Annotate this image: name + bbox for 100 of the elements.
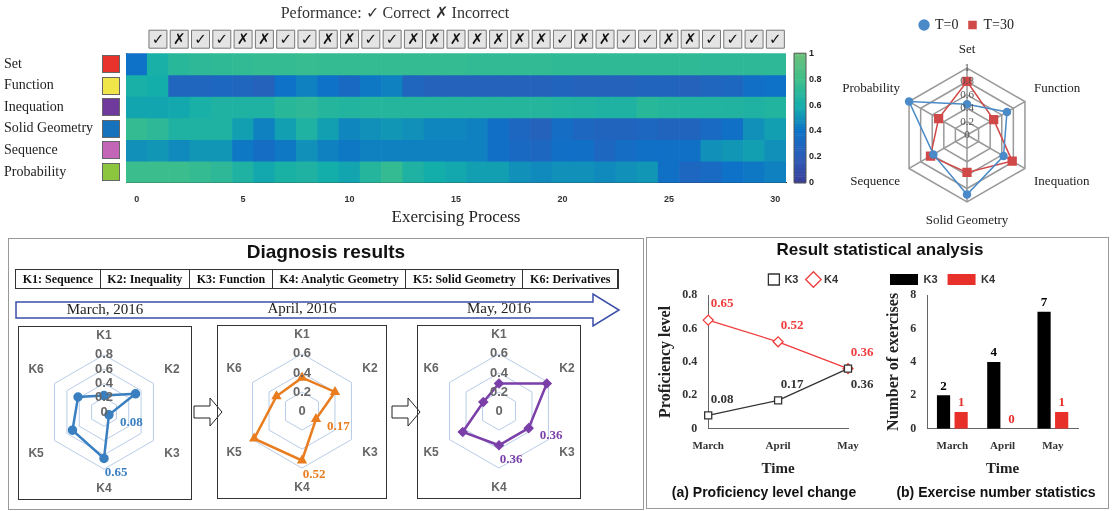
data-label: 1: [1058, 394, 1065, 410]
spoke-label: K2: [559, 361, 575, 376]
chart-title: March, 2016: [65, 301, 145, 318]
spoke-label: K5: [28, 446, 45, 461]
spoke-label: K2: [362, 361, 378, 376]
y-tick-label: 0.2: [292, 383, 312, 399]
text: ✗: [534, 30, 548, 49]
spoke-label: K6: [28, 362, 45, 377]
x-axis-title: Exercising Process: [391, 207, 521, 227]
color-bar-label: 0: [809, 177, 815, 188]
y-tick-label: Solid Geometry: [4, 120, 94, 136]
y-tick-label: Set: [4, 55, 22, 71]
chart-title: Result statistical analysis: [775, 240, 985, 260]
spoke-label: Inequation: [1034, 172, 1091, 188]
x-tick-label: March: [936, 439, 969, 452]
y-tick-label: Inequation: [4, 98, 64, 114]
y-tick-label: 0.6: [489, 345, 509, 361]
data-label: 0.65: [710, 295, 735, 311]
data-label: 0.52: [780, 317, 804, 333]
text: ✓: [556, 30, 569, 49]
y-tick-label: 6: [910, 320, 917, 335]
x-tick-label: May: [837, 439, 860, 452]
text: ✗: [407, 30, 420, 49]
data-label: 0.36: [499, 450, 523, 466]
data-label: 0.36: [539, 427, 563, 443]
y-tick-label: 0: [910, 420, 917, 435]
data-label: 0.17: [780, 375, 804, 391]
text: ✓: [364, 30, 378, 49]
text: ✓: [151, 30, 165, 49]
text: ✗: [598, 30, 612, 49]
text: ✗: [236, 30, 250, 49]
text: K6: Derivatives: [523, 270, 619, 288]
text: Diagnosis results: [245, 241, 407, 263]
data-label: 4: [990, 344, 998, 360]
text: (b) Exercise number statistics: [895, 484, 1097, 500]
y-tick-label: 0: [298, 402, 306, 418]
x-tick-label: 20: [557, 193, 568, 204]
text: ✗: [343, 30, 356, 49]
y-tick-label: Probability: [4, 163, 67, 179]
spoke-label: K3: [559, 445, 575, 460]
spoke-label: K6: [226, 361, 243, 376]
spoke-label: K3: [164, 446, 180, 461]
y-tick-label: 8: [910, 287, 917, 302]
y-tick-label: 0.4: [292, 364, 312, 380]
text: ✗: [428, 30, 441, 49]
text: ✗: [258, 30, 271, 49]
text: (a) Proficiency level change: [670, 484, 858, 500]
text: ✓: [300, 30, 314, 49]
spoke-label: Function: [1034, 79, 1081, 95]
text: ✗: [172, 30, 186, 49]
legend-label: K4: [823, 272, 839, 285]
x-tick-label: 15: [450, 193, 462, 204]
text: ✓: [705, 30, 718, 49]
spoke-label: K4: [294, 480, 310, 495]
text: ✗: [577, 30, 591, 49]
spoke-label: K5: [423, 445, 440, 460]
y-tick-label: 0: [691, 420, 698, 435]
text: ✗: [449, 30, 463, 49]
text: ✓: [194, 30, 207, 49]
spoke-label: K1: [491, 326, 507, 341]
spoke-label: K2: [164, 362, 180, 377]
x-tick-label: 0: [134, 193, 140, 204]
data-label: 1: [957, 394, 965, 410]
chart-title: May, 2016: [466, 300, 532, 317]
text: ✗: [492, 30, 505, 49]
y-tick-label: 0.8: [94, 346, 114, 362]
spoke-label: K3: [362, 445, 378, 460]
data-label: 0: [1008, 411, 1015, 427]
legend-label: K3: [923, 272, 938, 285]
y-axis-title: Proficiency level: [655, 305, 674, 418]
y-tick-label: Function: [4, 77, 54, 93]
text: ✓: [279, 30, 292, 49]
data-label: 0.08: [119, 414, 144, 430]
chart-title: April, 2016: [266, 300, 338, 317]
text: ✓: [620, 30, 633, 49]
x-tick-label: May: [1042, 439, 1065, 452]
y-tick-label: 0.4: [94, 375, 114, 391]
spoke-label: Probability: [842, 79, 901, 95]
text: ✓: [215, 30, 229, 49]
text: ✗: [683, 30, 697, 49]
data-label: 0.36: [850, 343, 874, 359]
spoke-label: K1: [96, 327, 112, 342]
text: ✗: [471, 30, 484, 49]
color-bar-label: 0.2: [809, 151, 822, 162]
y-tick-label: 0.6: [682, 320, 698, 335]
color-bar-label: 1: [809, 47, 815, 58]
legend-label: K3: [784, 272, 799, 285]
y-tick-label: 0.6: [960, 87, 975, 100]
y-tick-label: 0.6: [94, 360, 114, 376]
chart-title: Peformance: ✓ Correct ✗ Incorrect: [280, 3, 510, 21]
data-label: 0.36: [850, 375, 874, 391]
x-tick-label: March: [692, 439, 724, 452]
color-bar-label: 0.4: [809, 125, 822, 136]
spoke-label: K1: [294, 326, 310, 341]
y-tick-label: 0.4: [960, 101, 975, 114]
text: ✗: [662, 30, 676, 49]
text: ✓: [385, 30, 399, 49]
x-tick-label: 30: [770, 193, 781, 204]
y-tick-label: 2: [910, 387, 917, 402]
legend-label: T=30: [983, 16, 1014, 32]
